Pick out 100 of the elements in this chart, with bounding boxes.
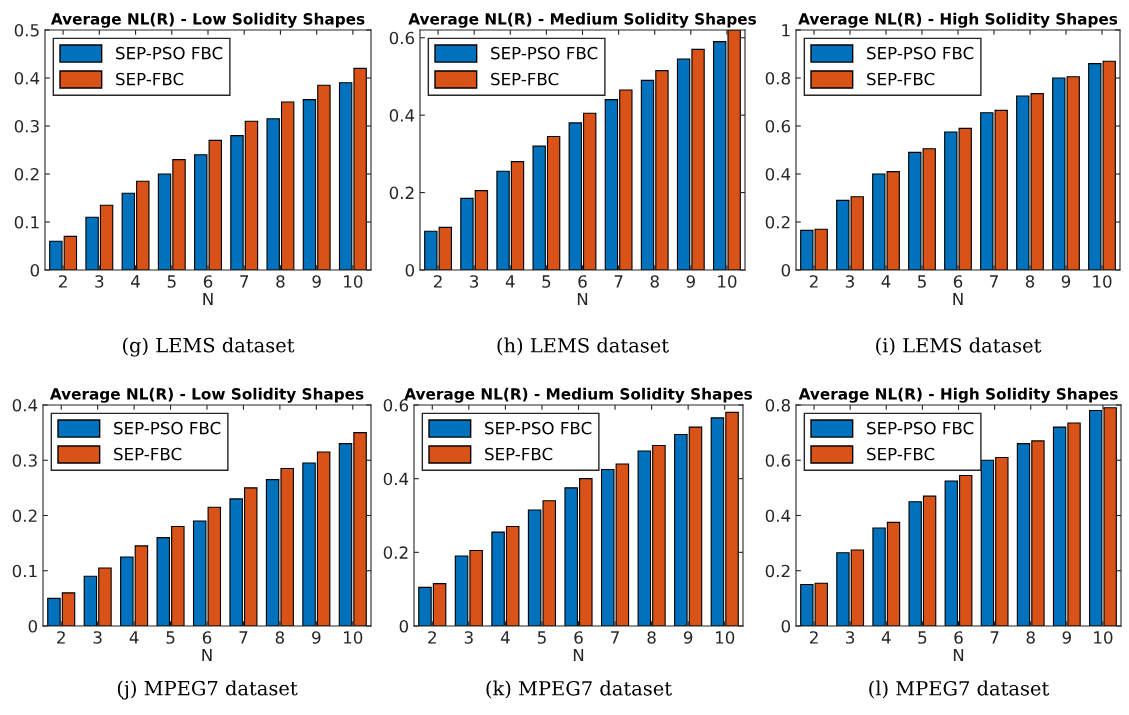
y-tick-label: 0.4 xyxy=(12,398,38,412)
x-tick-label: 5 xyxy=(918,631,927,644)
x-tick-label: 6 xyxy=(203,275,213,288)
x-tick-label: 7 xyxy=(990,631,999,644)
y-tick-label: 1 xyxy=(782,24,790,37)
x-axis-title: N xyxy=(577,292,588,306)
x-tick-label: 6 xyxy=(574,631,583,644)
x-tick-label: 4 xyxy=(881,275,891,288)
x-tick-label: 9 xyxy=(683,631,693,644)
x-axis-title: N xyxy=(203,292,213,306)
x-tick-label: 10 xyxy=(344,275,363,288)
x-tick-label: 8 xyxy=(650,275,659,288)
legend-label: SEP-FBC xyxy=(867,72,935,86)
y-tick-label: 0.3 xyxy=(12,454,37,467)
chart-title: Average NL(R) - Low Solidity Shapes xyxy=(49,387,364,403)
legend-label: SEP-PSO FBC xyxy=(116,46,223,60)
x-tick-label: 2 xyxy=(433,275,442,288)
x-tick-label: 3 xyxy=(845,275,854,288)
x-tick-label: 2 xyxy=(428,631,436,644)
legend-label: SEP-FBC xyxy=(491,72,559,86)
x-tick-label: 7 xyxy=(239,631,248,644)
legend-label: SEP-FBC xyxy=(114,447,182,461)
x-axis-title: N xyxy=(953,292,963,306)
y-tick-label: 0.6 xyxy=(765,454,791,467)
x-tick-label: 6 xyxy=(953,275,963,288)
x-tick-label: 9 xyxy=(312,275,321,288)
text: (h) LEMS dataset xyxy=(497,337,669,356)
x-tick-label: 3 xyxy=(93,631,102,644)
y-tick-label: 0.2 xyxy=(383,546,408,559)
x-tick-label: 10 xyxy=(715,631,735,644)
y-tick-label: 0.8 xyxy=(765,71,790,85)
x-tick-label: 8 xyxy=(275,631,285,644)
x-tick-label: 3 xyxy=(846,631,855,644)
y-tick-label: 0.4 xyxy=(389,109,415,122)
y-tick-label: 0 xyxy=(781,263,791,277)
y-tick-label: 0.4 xyxy=(383,472,409,486)
x-tick-label: 10 xyxy=(344,631,363,644)
legend-label: SEP-PSO FBC xyxy=(867,421,974,435)
x-tick-label: 10 xyxy=(1093,275,1112,288)
legend-label: SEP-PSO FBC xyxy=(485,421,592,435)
y-tick-label: 0.1 xyxy=(14,215,39,229)
x-tick-label: 9 xyxy=(1062,631,1071,644)
legend-label: SEP-FBC xyxy=(867,447,935,461)
y-tick-label: 0 xyxy=(399,619,409,633)
x-tick-label: 10 xyxy=(718,275,737,288)
x-tick-label: 7 xyxy=(614,275,623,288)
x-tick-label: 5 xyxy=(167,275,176,288)
x-axis-title: N xyxy=(573,648,584,662)
text: (k) MPEG7 dataset xyxy=(486,680,672,699)
y-tick-label: 0.2 xyxy=(12,509,37,523)
x-tick-label: 5 xyxy=(917,275,926,288)
y-tick-label: 0.4 xyxy=(765,509,791,523)
x-tick-label: 9 xyxy=(686,275,695,288)
y-tick-label: 0.2 xyxy=(389,186,414,200)
x-axis-title: N xyxy=(202,648,212,662)
x-tick-label: 4 xyxy=(500,631,510,644)
x-tick-label: 9 xyxy=(1061,275,1071,288)
y-tick-label: 0.1 xyxy=(12,564,37,578)
x-tick-label: 8 xyxy=(1025,275,1035,288)
x-tick-label: 4 xyxy=(129,631,139,644)
x-tick-label: 7 xyxy=(611,631,619,644)
x-tick-label: 8 xyxy=(1026,631,1035,644)
x-tick-label: 9 xyxy=(312,631,321,644)
y-tick-label: 0.5 xyxy=(14,23,39,37)
chart-title: Average NL(R) - Medium Solidity Shapes xyxy=(408,12,756,28)
text: (l) MPEG7 dataset xyxy=(869,680,1050,699)
x-tick-label: 3 xyxy=(470,275,479,288)
y-tick-label: 0.6 xyxy=(389,31,415,45)
legend-label: SEP-PSO FBC xyxy=(867,46,974,60)
chart-title: Average NL(R) - Low Solidity Shapes xyxy=(50,12,365,28)
x-tick-label: 10 xyxy=(1094,631,1113,644)
x-tick-label: 8 xyxy=(647,631,656,644)
y-tick-label: 0 xyxy=(405,263,415,277)
x-tick-label: 2 xyxy=(59,275,67,288)
x-tick-label: 6 xyxy=(954,631,963,644)
x-tick-label: 2 xyxy=(57,631,65,644)
legend-label: SEP-FBC xyxy=(485,447,553,461)
text: (i) LEMS dataset xyxy=(876,337,1042,356)
x-tick-label: 7 xyxy=(990,275,998,288)
legend-label: SEP-PSO FBC xyxy=(491,46,598,60)
chart-title: Average NL(R) - High Solidity Shapes xyxy=(798,12,1118,28)
y-tick-label: 0 xyxy=(781,619,791,633)
x-tick-label: 8 xyxy=(276,275,285,288)
y-tick-label: 0 xyxy=(30,263,40,277)
text: (g) LEMS dataset xyxy=(123,337,295,357)
chart-title: Average NL(R) - High Solidity Shapes xyxy=(798,387,1118,403)
x-tick-label: 4 xyxy=(131,275,140,288)
text: (j) MPEG7 dataset xyxy=(117,680,298,700)
x-tick-label: 7 xyxy=(240,275,249,288)
x-tick-label: 4 xyxy=(881,631,891,644)
x-tick-label: 2 xyxy=(809,275,818,288)
y-tick-label: 0.8 xyxy=(765,398,790,412)
y-tick-label: 0.2 xyxy=(765,564,790,578)
x-tick-label: 3 xyxy=(95,275,104,288)
y-tick-label: 0.4 xyxy=(14,71,40,85)
x-tick-label: 2 xyxy=(809,631,818,644)
y-tick-label: 0.3 xyxy=(14,119,39,133)
y-tick-label: 0.2 xyxy=(765,215,790,229)
x-tick-label: 5 xyxy=(537,631,546,644)
x-tick-label: 6 xyxy=(578,275,587,288)
